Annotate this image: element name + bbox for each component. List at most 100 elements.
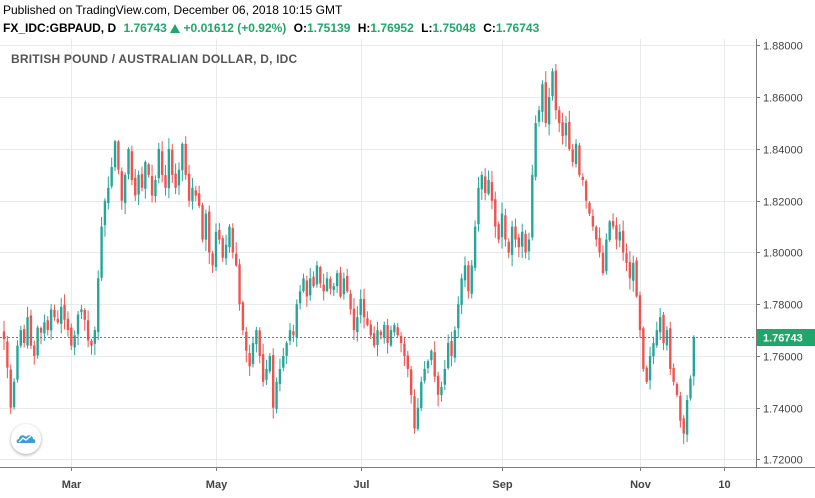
candle-body (134, 177, 137, 196)
candle-body (645, 367, 648, 382)
candle-body (561, 122, 564, 137)
candle-body (90, 340, 93, 346)
candle (97, 270, 100, 341)
candle-body (315, 265, 319, 285)
candle (6, 336, 9, 379)
candle (467, 260, 470, 299)
candle (329, 276, 332, 295)
candle (251, 336, 255, 368)
candle-body (362, 298, 366, 318)
candle-body (517, 237, 521, 248)
tradingview-cloud-icon[interactable] (11, 424, 41, 454)
candle-body (332, 286, 335, 290)
candle-body (588, 202, 591, 214)
candle (76, 311, 80, 345)
candle-body (662, 314, 665, 344)
candle-body (675, 384, 679, 395)
candle (672, 363, 675, 386)
candle (537, 105, 541, 127)
candle-body (356, 317, 359, 333)
candle-body (605, 239, 608, 272)
candle-body (514, 226, 517, 240)
y-tick-label: 1.88000 (763, 41, 803, 53)
candle (268, 353, 272, 374)
candle-body (70, 327, 73, 346)
candle (56, 310, 60, 325)
candle (554, 63, 558, 120)
candle (652, 336, 655, 365)
candle-body (541, 84, 544, 112)
candle-body (238, 264, 241, 305)
candle (197, 185, 201, 209)
candle-body (295, 304, 298, 338)
candle (359, 289, 362, 324)
candle (248, 344, 251, 376)
candle (234, 242, 238, 267)
candle (144, 160, 147, 199)
candle-body (184, 143, 187, 175)
candle-body (507, 241, 510, 253)
candle (632, 255, 635, 292)
candle (288, 323, 292, 346)
candle-body (171, 149, 174, 175)
candle-body (204, 213, 208, 240)
candle (578, 142, 581, 178)
candle-body (608, 221, 611, 240)
candlestick-chart[interactable]: 1.88000 1.86000 1.84000 1.82000 1.80000 1.780… (0, 39, 815, 498)
candle-body (685, 399, 689, 435)
open-label: O: (293, 21, 307, 35)
candle (638, 291, 642, 338)
candle-body (261, 354, 265, 382)
x-tick-label: Nov (630, 479, 652, 491)
candle (110, 157, 113, 189)
candle-body (113, 141, 117, 168)
candle (460, 273, 463, 314)
candle-body (147, 164, 150, 175)
y-tick-label: 1.80000 (763, 248, 803, 260)
candle (571, 144, 574, 167)
candle-body (150, 176, 154, 196)
candle (588, 201, 591, 217)
candle-body (611, 220, 615, 227)
candle (611, 213, 615, 230)
candle-body (413, 396, 416, 429)
candle (201, 202, 204, 243)
candle-body (399, 335, 403, 344)
candle-body (457, 304, 460, 329)
candle (383, 321, 386, 344)
candle (642, 326, 645, 372)
candle-body (26, 317, 29, 346)
candle (483, 168, 487, 201)
candle (561, 112, 564, 145)
candle-body (309, 278, 312, 296)
candle-body (130, 151, 134, 181)
candle (399, 331, 403, 353)
candle-body (251, 343, 255, 364)
candle-body (527, 239, 531, 252)
candle-body (638, 295, 642, 331)
candle-body (433, 352, 436, 377)
candle (521, 223, 524, 258)
candle (164, 164, 167, 196)
candle (36, 325, 39, 359)
candle (295, 299, 298, 347)
candle-body (453, 330, 457, 358)
candle (335, 270, 339, 293)
candle (22, 324, 26, 348)
candle-body (265, 368, 268, 380)
candle-body (97, 278, 100, 333)
candle (332, 282, 335, 297)
candle-body (144, 161, 147, 189)
candle (669, 321, 672, 376)
candle (531, 164, 534, 241)
candle-body (177, 169, 181, 186)
candle (645, 365, 648, 384)
candle-body (39, 328, 43, 333)
candle (228, 224, 231, 253)
candle (309, 268, 312, 301)
y-tick-label: 1.86000 (763, 93, 803, 105)
candle-body (278, 368, 282, 384)
candle-body (359, 299, 362, 315)
candle-body (2, 331, 6, 340)
candle (409, 365, 413, 404)
